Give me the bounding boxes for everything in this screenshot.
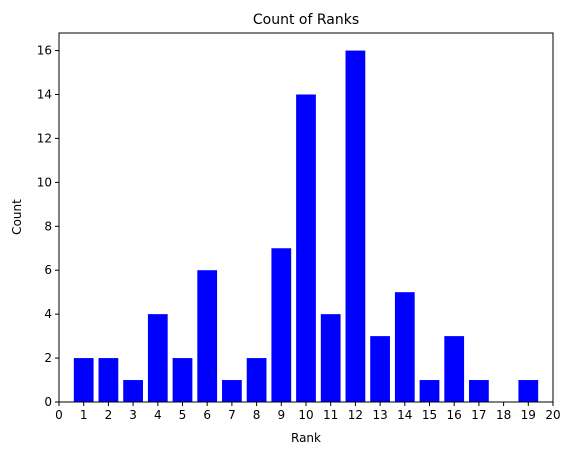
x-tick-label: 7 [228,408,236,422]
y-tick-label: 4 [44,307,52,321]
y-tick-label: 6 [44,263,52,277]
bar-rank-2 [98,358,119,402]
x-tick-label: 9 [277,408,285,422]
y-axis-ticks: 0 2 4 6 8 10 12 14 16 [37,44,59,409]
x-tick-label: 13 [372,408,387,422]
x-tick-label: 5 [179,408,187,422]
plot-frame [58,32,554,403]
x-axis-ticks: 0 1 2 3 4 5 6 7 8 9 10 11 12 13 14 15 16 17 18 19 20 [55,402,561,422]
y-tick-label: 2 [44,351,52,365]
bar-rank-10 [296,94,316,402]
x-tick-label: 8 [253,408,261,422]
x-tick-label: 14 [397,408,412,422]
bar-rank-1 [73,358,94,402]
bar-rank-13 [370,336,390,402]
x-tick-label: 17 [471,408,486,422]
bar-rank-15 [419,380,440,402]
bar-rank-19 [518,380,539,402]
bar-rank-3 [123,380,143,402]
bar-rank-14 [394,292,415,402]
chart-title: Count of Ranks [253,12,359,28]
bar-rank-8 [246,358,267,402]
y-tick-label: 16 [37,44,52,58]
bars-group [73,50,539,402]
y-tick-label: 12 [37,131,52,145]
bar-rank-12 [345,50,366,402]
x-tick-label: 20 [545,408,560,422]
y-tick-label: 14 [37,88,52,102]
x-tick-label: 4 [154,408,162,422]
bar-rank-9 [271,248,292,402]
y-tick-label: 8 [44,219,52,233]
x-tick-label: 16 [447,408,462,422]
bar-rank-11 [320,314,341,402]
y-tick-label: 0 [44,395,52,409]
y-axis-label: Count [10,199,24,235]
x-tick-label: 3 [129,408,137,422]
bar-rank-6 [197,270,218,402]
x-tick-label: 11 [323,408,338,422]
bar-rank-16 [444,336,465,402]
x-tick-label: 15 [422,408,437,422]
x-tick-label: 1 [80,408,88,422]
x-tick-label: 19 [521,408,536,422]
y-tick-label: 10 [37,175,52,189]
bar-rank-5 [172,358,193,402]
x-tick-label: 2 [105,408,113,422]
x-tick-label: 6 [203,408,211,422]
bar-rank-7 [222,380,242,402]
x-tick-label: 10 [298,408,313,422]
bar-rank-17 [469,380,489,402]
x-tick-label: 12 [348,408,363,422]
x-tick-label: 0 [55,408,63,422]
bar-rank-4 [147,314,168,402]
x-axis-label: Rank [291,431,321,445]
x-tick-label: 18 [496,408,511,422]
